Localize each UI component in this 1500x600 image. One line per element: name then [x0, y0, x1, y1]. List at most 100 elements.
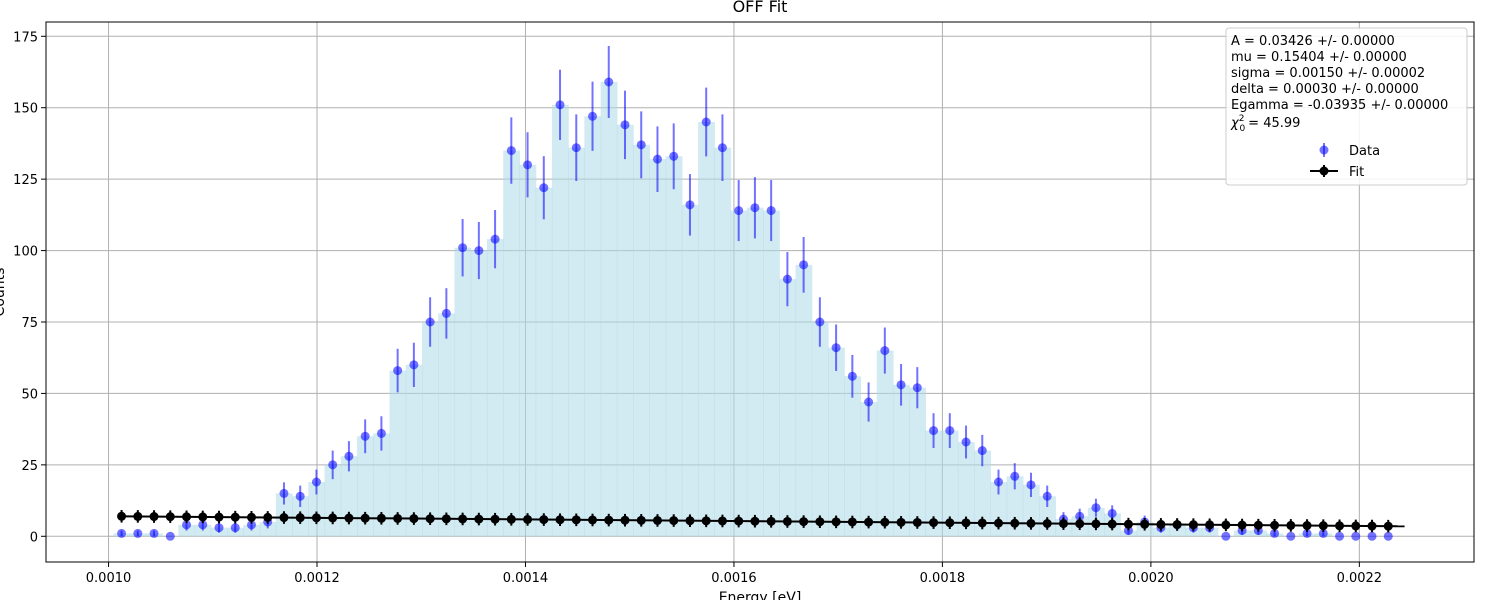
fit-point [1221, 520, 1231, 530]
histogram-bar [373, 433, 391, 537]
data-point [393, 366, 403, 376]
data-point [1270, 528, 1280, 538]
fit-point [799, 517, 809, 527]
fit-point [1383, 521, 1393, 531]
histogram-bar [568, 147, 585, 537]
histogram-bar [941, 430, 959, 537]
legend-stat-chi2: χ2 0 = 45.99 [1230, 114, 1300, 134]
histogram-bars [113, 82, 1333, 537]
histogram-bar [486, 239, 504, 537]
data-point [815, 317, 825, 327]
fit-point [1156, 519, 1166, 529]
x-tick-label: 0.0020 [1128, 571, 1174, 586]
fit-point [214, 512, 224, 522]
histogram-bar [584, 116, 602, 537]
fit-point [279, 513, 289, 523]
data-point [864, 397, 874, 407]
fit-point [815, 517, 825, 527]
data-point [1010, 471, 1020, 481]
data-point [896, 380, 906, 390]
data-point [441, 308, 451, 318]
plot-frame [45, 21, 1475, 563]
histogram-bar [422, 322, 439, 537]
fit-point [1302, 521, 1312, 531]
histogram-bar [259, 522, 277, 537]
data-point [409, 360, 419, 370]
histogram-bar [389, 370, 407, 537]
x-tick-label: 0.0012 [294, 571, 340, 586]
fit-point [1107, 519, 1117, 529]
data-point [149, 528, 159, 538]
fit-point [685, 516, 695, 526]
x-tick-label: 0.0016 [711, 571, 757, 586]
fit-point [1042, 519, 1052, 529]
data-point [750, 203, 760, 213]
fit-point [1237, 520, 1247, 530]
data-point [831, 343, 841, 353]
data-point [133, 528, 143, 538]
data-point [1302, 528, 1312, 538]
data-point [1367, 531, 1377, 541]
data-point [523, 160, 533, 170]
fit-point [1270, 520, 1280, 530]
fit-point [117, 511, 127, 521]
y-tick-label: 75 [21, 316, 38, 331]
legend-data-label: Data [1349, 144, 1380, 159]
data-point [165, 531, 175, 541]
data-point [717, 143, 727, 153]
legend-data-point [1319, 145, 1329, 155]
fit-point [328, 513, 338, 523]
fit-point [1010, 518, 1020, 528]
fit-point [555, 515, 565, 525]
histogram-bar [909, 387, 927, 537]
histogram-bar [811, 322, 829, 537]
fit-point [1058, 519, 1068, 529]
fit-point [880, 517, 890, 527]
histogram-bar [827, 347, 845, 537]
histogram-bar [746, 207, 764, 537]
data-point [1383, 531, 1393, 541]
legend-stat-mu: mu = 0.15404 +/- 0.00000 [1231, 50, 1407, 65]
chi-superscript: 2 [1239, 114, 1245, 124]
data-point [555, 100, 565, 110]
fit-point [441, 514, 451, 524]
fit-point [198, 512, 208, 522]
data-point [588, 111, 598, 121]
histogram-bar [957, 442, 975, 537]
x-tick-label: 0.0022 [1337, 571, 1383, 586]
data-point [376, 428, 386, 438]
fit-point [734, 516, 744, 526]
fit-point [1172, 520, 1182, 530]
data-point [214, 523, 224, 533]
data-point [912, 383, 922, 393]
data-point [1351, 531, 1361, 541]
legend-stat-egamma: Egamma = -0.03935 +/- 0.00000 [1231, 98, 1448, 113]
data-point [474, 246, 484, 256]
data-point [880, 346, 890, 356]
y-tick-label: 150 [13, 102, 38, 117]
legend: A = 0.03426 +/- 0.00000 mu = 0.15404 +/-… [1225, 27, 1468, 186]
x-axis-title: Energy [eV] [719, 590, 802, 600]
fit-point [474, 514, 484, 524]
fit-point [571, 515, 581, 525]
data-point [994, 477, 1004, 487]
histogram-bar [551, 104, 569, 537]
x-tick-label: 0.0014 [503, 571, 549, 586]
fit-point [133, 511, 143, 521]
fit-point [604, 515, 614, 525]
data-point [425, 317, 435, 327]
chi-value: = 45.99 [1248, 116, 1300, 131]
data-series [117, 45, 1393, 541]
y-tick-label: 100 [13, 245, 38, 260]
x-tick-label: 0.0010 [86, 571, 132, 586]
fit-point [539, 515, 549, 525]
fit-point [295, 513, 305, 523]
histogram-bar [600, 82, 618, 537]
fit-point [1188, 520, 1198, 530]
data-point [977, 446, 987, 456]
fit-point [165, 512, 175, 522]
fit-point [311, 513, 321, 523]
data-point [961, 437, 971, 447]
histogram-bar [535, 187, 553, 537]
data-point [279, 488, 289, 498]
